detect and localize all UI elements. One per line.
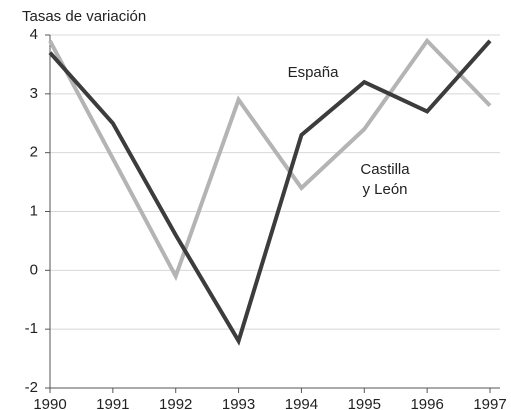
x-tick-label: 1990 xyxy=(33,396,66,410)
x-tick-label: 1993 xyxy=(222,396,255,410)
series-line xyxy=(48,37,492,282)
chart-title: Tasas de variación xyxy=(22,8,146,25)
annotation: Castilla xyxy=(360,161,410,178)
y-tick-label: 0 xyxy=(30,261,38,278)
y-tick-label: -2 xyxy=(25,379,38,396)
y-tick-label: 2 xyxy=(30,144,38,161)
series-line xyxy=(48,39,492,346)
annotation: y León xyxy=(362,181,407,198)
y-tick-label: 3 xyxy=(30,85,38,102)
y-tick-label: 4 xyxy=(30,26,38,43)
x-tick-label: 1992 xyxy=(159,396,192,410)
y-tick-label: 1 xyxy=(30,202,38,219)
x-tick-label: 1994 xyxy=(285,396,318,410)
x-tick-label: 1995 xyxy=(348,396,381,410)
x-tick-label: 1991 xyxy=(96,396,129,410)
annotation: España xyxy=(288,64,340,81)
y-tick-label: -1 xyxy=(25,320,38,337)
x-tick-label: 1997 xyxy=(473,396,506,410)
x-tick-label: 1996 xyxy=(410,396,443,410)
